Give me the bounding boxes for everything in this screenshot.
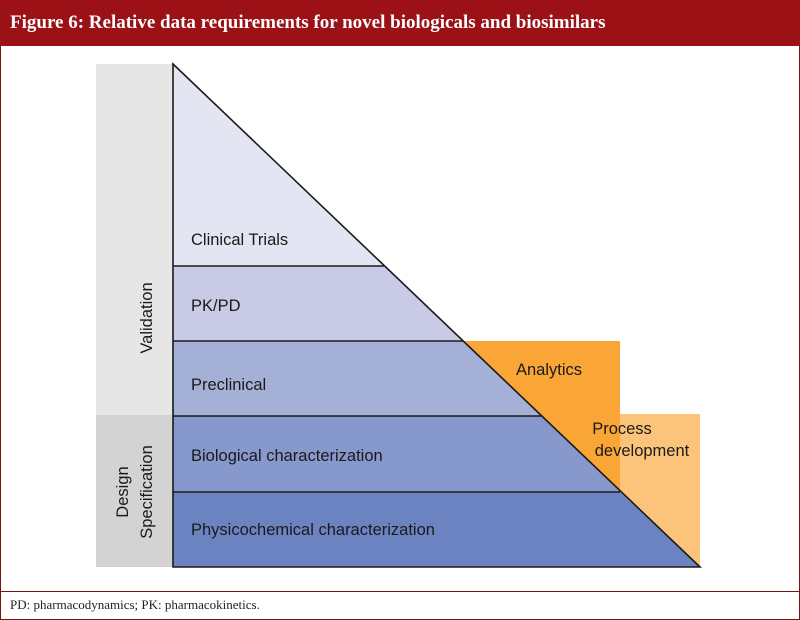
footnote: PD: pharmacodynamics; PK: pharmacokineti… [10,597,260,612]
layer-label-physicochemical: Physicochemical characterization [191,521,435,539]
process-label: Process [592,420,652,438]
layer-physicochemical [173,492,700,567]
layer-label-preclinical: Preclinical [191,376,266,394]
layer-pk-pd [173,266,463,341]
development-label: development [595,442,690,460]
specification-label: Specification [138,445,156,539]
layer-preclinical [173,341,541,416]
validation-label: Validation [138,282,156,353]
figure-title: Figure 6: Relative data requirements for… [0,0,800,46]
validation-bar [96,64,173,415]
analytics-label: Analytics [516,361,582,379]
layer-label-biological: Biological characterization [191,447,383,465]
design-label: Design [114,466,132,517]
layer-label-clinical-trials: Clinical Trials [191,231,288,249]
layer-label-pk-pd: PK/PD [191,297,241,315]
layer-biological [173,416,620,492]
triangle-outline [172,62,702,568]
footer-divider [0,591,800,592]
design-spec-bar [96,415,173,567]
